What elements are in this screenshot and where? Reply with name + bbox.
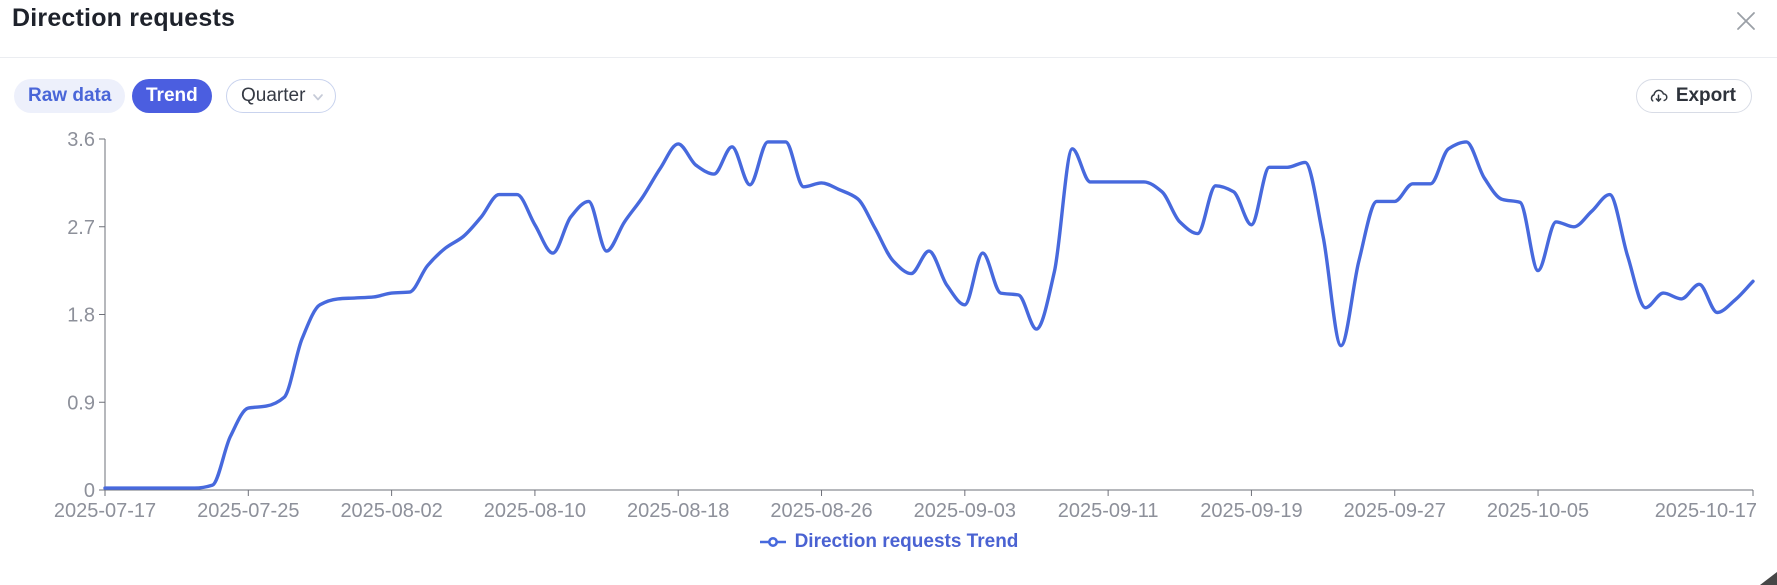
interval-select-value: Quarter: [241, 85, 306, 106]
x-axis-tick-label: 2025-08-10: [484, 500, 586, 522]
y-axis-tick-label: 2.7: [67, 217, 95, 239]
trend-toggle[interactable]: Trend: [132, 79, 212, 113]
close-button[interactable]: [1729, 4, 1763, 38]
chevron-down-icon: [313, 94, 324, 101]
x-axis-tick-label: 2025-09-03: [914, 500, 1016, 522]
raw-data-toggle[interactable]: Raw data: [14, 79, 126, 113]
x-axis-tick-label: 2025-07-25: [197, 500, 299, 522]
legend-item-trend[interactable]: Direction requests Trend: [0, 531, 1777, 553]
close-icon: [1737, 12, 1755, 30]
x-axis-tick-label: 2025-09-19: [1200, 500, 1302, 522]
x-axis-tick-label: 2025-10-17: [1655, 500, 1757, 522]
legend-label: Direction requests Trend: [794, 531, 1019, 552]
x-axis-tick-label: 2025-07-17: [54, 500, 156, 522]
x-axis-tick-label: 2025-09-11: [1058, 500, 1159, 522]
interval-select[interactable]: Quarter: [226, 79, 337, 113]
y-axis-tick-label: 0: [84, 480, 95, 502]
x-axis-tick-label: 2025-09-27: [1344, 500, 1446, 522]
x-axis-tick-label: 2025-08-18: [627, 500, 729, 522]
legend-line-marker-icon: [759, 536, 786, 548]
trend-toggle-label: Trend: [146, 85, 198, 106]
raw-data-toggle-label: Raw data: [28, 85, 112, 106]
y-axis-tick-label: 0.9: [67, 392, 95, 414]
x-axis-tick-label: 2025-10-05: [1487, 500, 1589, 522]
cloud-download-icon: [1650, 89, 1668, 102]
y-axis-tick-label: 3.6: [67, 129, 95, 151]
header-divider: [0, 57, 1777, 58]
export-button-label: Export: [1675, 85, 1736, 106]
y-axis-tick-label: 1.8: [67, 305, 95, 327]
x-axis-tick-label: 2025-08-26: [770, 500, 872, 522]
page-title: Direction requests: [12, 4, 236, 32]
export-button[interactable]: Export: [1635, 79, 1752, 113]
x-axis-tick-label: 2025-08-02: [340, 500, 442, 522]
trend-line-series: [103, 140, 1755, 490]
